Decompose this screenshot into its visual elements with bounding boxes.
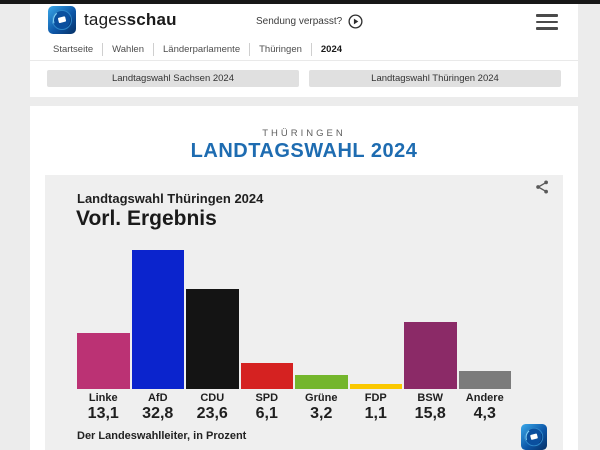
party-value: 6,1: [255, 405, 278, 422]
quicklink-thueringen-button[interactable]: Landtagswahl Thüringen 2024: [309, 70, 561, 87]
party-value: 32,8: [142, 405, 174, 422]
tagesschau-globe-icon: [521, 424, 547, 450]
bar-column-bsw: BSW 15,8: [404, 249, 457, 423]
bar-column-linke: Linke 13,1: [77, 249, 130, 423]
hamburger-menu-icon[interactable]: [536, 14, 558, 30]
page-title: LANDTAGSWAHL 2024: [190, 140, 418, 162]
brand-home-link[interactable]: tagesschau: [48, 6, 177, 34]
sendung-verpasst-link[interactable]: Sendung verpasst?: [256, 14, 363, 29]
chart-subtitle: Vorl. Ergebnis: [76, 207, 217, 230]
party-value: 23,6: [196, 405, 228, 422]
breadcrumb-thueringen[interactable]: Thüringen: [259, 44, 302, 55]
chart-title: Landtagswahl Thüringen 2024: [77, 191, 264, 206]
bar-afd: [131, 250, 184, 389]
party-value: 15,8: [414, 405, 446, 422]
bar-linke: [77, 333, 130, 389]
bar-cdu: [186, 289, 239, 389]
party-label: CDU: [200, 392, 225, 404]
party-label: BSW: [417, 392, 444, 404]
bar-column-spd: SPD 6,1: [240, 249, 293, 423]
party-value: 3,2: [310, 405, 333, 422]
bar-bsw: [404, 322, 457, 389]
party-label: AfD: [147, 392, 168, 404]
breadcrumb: Startseite Wahlen Länderparlamente Thüri…: [53, 43, 351, 56]
quicklink-sachsen-button[interactable]: Landtagswahl Sachsen 2024: [47, 70, 299, 87]
brand-wordmark: tagesschau: [84, 10, 177, 29]
tagesschau-globe-icon: [48, 6, 76, 34]
breadcrumb-startseite[interactable]: Startseite: [53, 44, 94, 55]
bar-gruene: [295, 375, 348, 389]
bar-column-fdp: FDP 1,1: [349, 249, 402, 423]
section-kicker: THÜRINGEN: [262, 128, 346, 139]
breadcrumb-separator: [153, 43, 154, 56]
breadcrumb-separator: [249, 43, 251, 56]
party-label: SPD: [255, 392, 279, 404]
party-label: Linke: [88, 392, 118, 404]
breadcrumb-separator: [310, 43, 312, 56]
breadcrumb-separator: [102, 43, 104, 56]
share-icon[interactable]: [534, 179, 550, 195]
sendung-verpasst-label: Sendung verpasst?: [256, 16, 343, 27]
bar-column-gruene: Grüne 3,2: [295, 249, 348, 423]
breadcrumb-laenderparlamente[interactable]: Länderparlamente: [163, 44, 241, 55]
breadcrumb-2024[interactable]: 2024: [320, 44, 343, 55]
chart-source: Der Landeswahlleiter, in Prozent: [77, 430, 247, 442]
main-content: THÜRINGEN LANDTAGSWAHL 2024 Landtagswahl…: [30, 106, 578, 450]
party-label: Grüne: [305, 392, 338, 404]
bar-spd: [240, 363, 293, 389]
bar-column-cdu: CDU 23,6: [186, 249, 239, 423]
top-accent-bar: [0, 0, 600, 4]
play-icon: [348, 14, 363, 29]
bar-andere: [458, 371, 511, 389]
election-chart-card: Landtagswahl Thüringen 2024 Vorl. Ergebn…: [45, 175, 563, 450]
party-label: FDP: [364, 392, 387, 404]
party-value: 1,1: [364, 405, 387, 422]
party-label: Andere: [465, 392, 504, 404]
party-value: 4,3: [473, 405, 496, 422]
breadcrumb-wahlen[interactable]: Wahlen: [112, 44, 144, 55]
party-value: 13,1: [87, 405, 119, 422]
quicklinks-row: Landtagswahl Sachsen 2024 Landtagswahl T…: [47, 70, 561, 87]
bar-column-afd: AfD 32,8: [131, 249, 184, 423]
bar-fdp: [349, 384, 402, 389]
site-header: tagesschau Sendung verpasst? Startseite …: [30, 4, 578, 97]
bar-chart: Linke 13,1 AfD 32,8 CDU 23,6 SPD 6,1 Grü…: [77, 249, 511, 423]
bar-column-andere: Andere 4,3: [458, 249, 511, 423]
header-divider: [30, 60, 578, 61]
